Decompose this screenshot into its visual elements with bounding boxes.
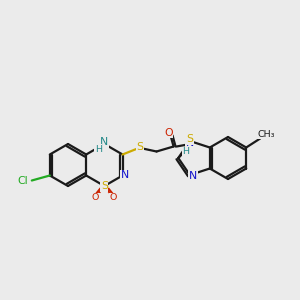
Text: O: O	[110, 194, 117, 202]
Text: N: N	[189, 171, 197, 181]
Text: O: O	[164, 128, 173, 137]
Text: N: N	[100, 137, 109, 147]
Text: H: H	[182, 147, 189, 156]
Text: O: O	[92, 194, 99, 202]
Text: N: N	[185, 139, 194, 148]
Text: H: H	[95, 145, 102, 154]
Text: S: S	[136, 142, 143, 152]
Text: S: S	[186, 134, 193, 144]
Text: S: S	[101, 181, 108, 191]
Text: N: N	[120, 170, 129, 181]
Text: Cl: Cl	[17, 176, 28, 187]
Text: CH₃: CH₃	[257, 130, 275, 139]
